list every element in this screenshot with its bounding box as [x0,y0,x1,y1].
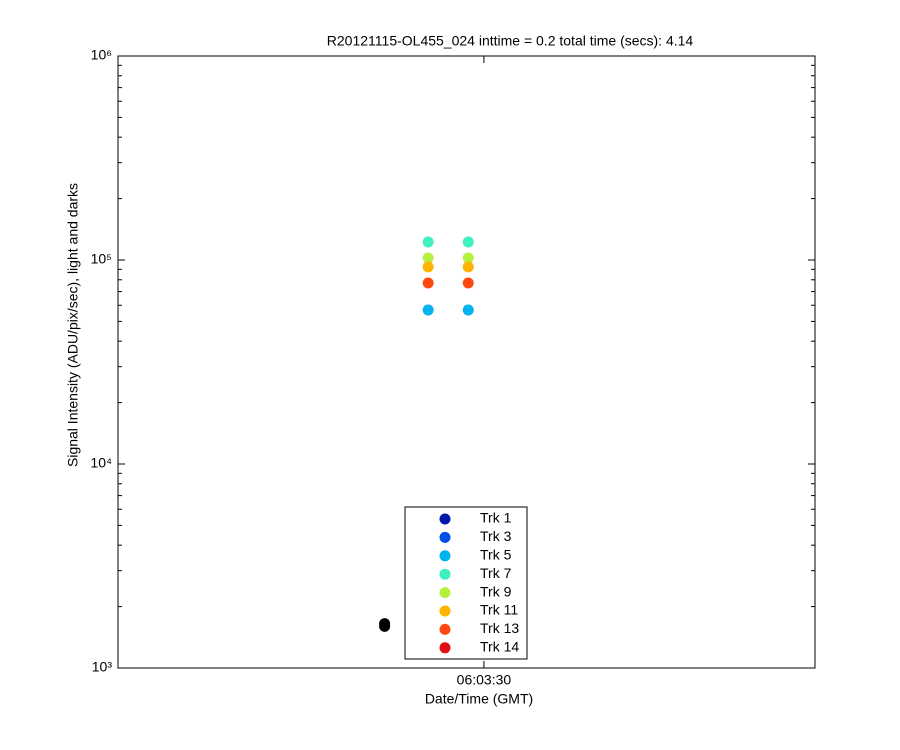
legend-marker [439,568,451,580]
legend-label: Trk 7 [480,565,512,581]
data-point [462,304,474,316]
y-tick-label: 10⁴ [90,455,112,471]
data-point [462,277,474,289]
data-point [422,252,434,264]
data-point [422,261,434,273]
legend-label: Trk 14 [480,639,519,655]
y-tick-label: 10³ [92,659,113,675]
legend-marker [439,587,451,599]
y-axis-label: Signal Intensity (ADU/pix/sec), light an… [65,183,81,467]
x-tick-label: 06:03:30 [457,672,512,688]
legend-marker [439,605,451,617]
data-point [462,236,474,248]
y-tick-label: 10⁶ [91,47,112,63]
legend-label: Trk 9 [480,583,512,599]
data-point [462,261,474,273]
legend-label: Trk 3 [480,528,512,544]
data-point [422,304,434,316]
chart-title: R20121115-OL455_024 inttime = 0.2 total … [327,33,694,49]
plot-frame [117,55,816,669]
legend-box [404,506,528,660]
data-point [422,277,434,289]
data-point [379,618,391,630]
legend-marker [439,642,451,654]
data-point [462,252,474,264]
data-point [422,236,434,248]
x-axis-label: Date/Time (GMT) [425,691,533,707]
legend: Trk 1 Trk 3 Trk 5 Trk 7 Trk 9 Trk 11 Trk 13 Trk… [404,506,528,660]
legend-marker [439,531,451,543]
legend-marker [439,513,451,525]
y-tick-label: 10⁵ [91,251,112,267]
legend-label: Trk 13 [480,620,519,636]
legend-label: Trk 11 [480,602,518,618]
legend-label: Trk 1 [480,510,512,526]
legend-marker [439,623,451,635]
legend-label: Trk 5 [480,547,512,563]
legend-marker [439,550,451,562]
